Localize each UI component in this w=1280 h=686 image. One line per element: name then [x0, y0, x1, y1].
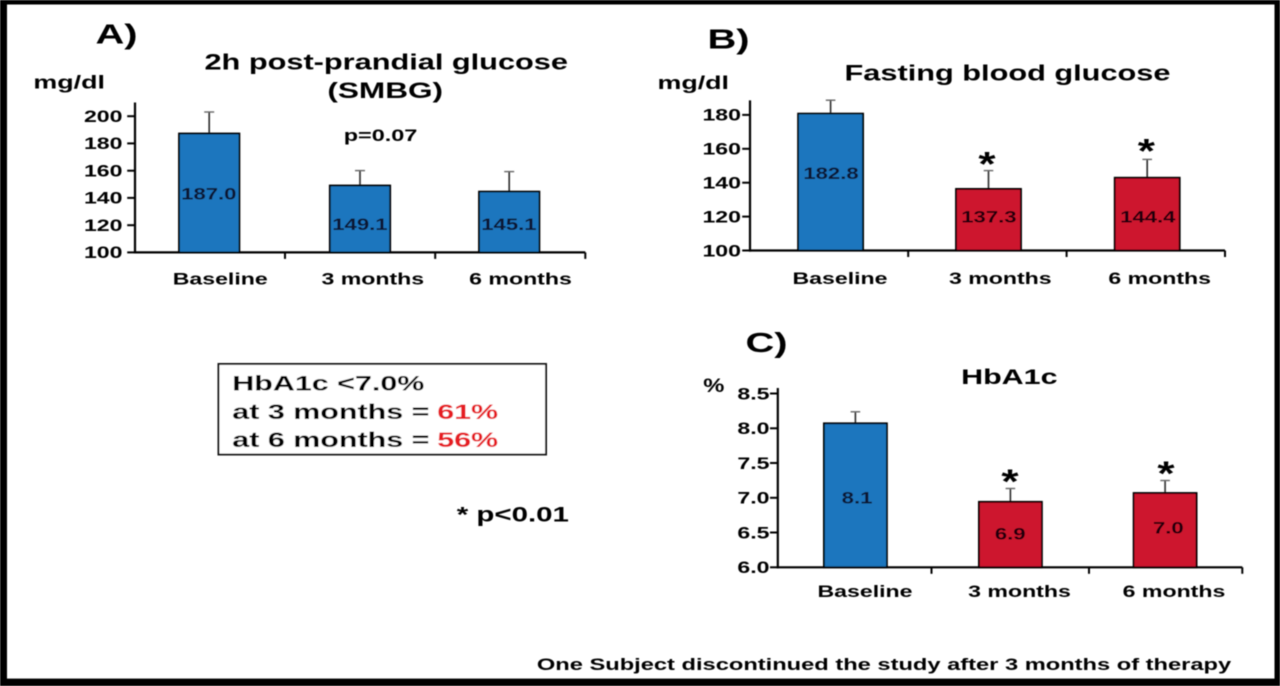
svg-text:120: 120: [702, 208, 741, 226]
svg-text:Fasting blood glucose: Fasting blood glucose: [845, 61, 1171, 86]
svg-text:6 months: 6 months: [1123, 583, 1226, 601]
svg-text:*: *: [1001, 463, 1019, 501]
svg-text:182.8: 182.8: [803, 165, 858, 184]
svg-text:180: 180: [84, 135, 123, 153]
svg-text:6.9: 6.9: [995, 525, 1026, 544]
svg-text:Baseline: Baseline: [793, 270, 888, 288]
svg-text:56%: 56%: [437, 427, 498, 451]
svg-text:8.1: 8.1: [842, 489, 873, 508]
svg-text:at 3 months =: at 3 months =: [232, 399, 429, 423]
svg-text:C): C): [746, 328, 788, 359]
svg-text:7.5: 7.5: [737, 455, 769, 473]
svg-text:6.5: 6.5: [737, 524, 769, 542]
svg-text:HbA1c: HbA1c: [961, 364, 1057, 389]
svg-text:160: 160: [702, 141, 741, 159]
svg-text:*: *: [1157, 455, 1175, 493]
svg-text:3 months: 3 months: [968, 583, 1071, 601]
svg-text:Baseline: Baseline: [818, 583, 913, 601]
svg-text:100: 100: [702, 242, 741, 260]
svg-text:6 months: 6 months: [1108, 270, 1211, 288]
svg-text:140: 140: [702, 175, 741, 193]
svg-text:B): B): [708, 25, 750, 56]
svg-text:2h post-prandial glucose: 2h post-prandial glucose: [204, 50, 567, 75]
svg-text:(SMBG): (SMBG): [327, 77, 443, 102]
svg-text:140: 140: [84, 190, 123, 208]
svg-text:mg/dl: mg/dl: [658, 72, 730, 93]
svg-text:3 months: 3 months: [321, 270, 424, 288]
svg-text:HbA1c <7.0%: HbA1c <7.0%: [232, 371, 424, 395]
svg-text:%: %: [703, 375, 724, 396]
svg-text:6.0: 6.0: [737, 559, 769, 577]
svg-text:mg/dl: mg/dl: [33, 72, 105, 93]
svg-text:8.0: 8.0: [737, 420, 769, 438]
svg-text:*: *: [978, 145, 996, 183]
svg-text:*: *: [1138, 132, 1156, 170]
svg-text:145.1: 145.1: [481, 215, 536, 234]
svg-text:3 months: 3 months: [949, 270, 1052, 288]
svg-text:8.5: 8.5: [737, 385, 769, 403]
svg-text:200: 200: [84, 108, 123, 126]
svg-text:One Subject discontinued the s: One Subject discontinued the study after…: [537, 655, 1232, 674]
svg-text:A): A): [96, 20, 138, 51]
svg-text:7.0: 7.0: [1153, 519, 1184, 538]
svg-text:187.0: 187.0: [181, 185, 236, 204]
svg-text:at 6 months =: at 6 months =: [232, 427, 429, 451]
svg-text:61%: 61%: [437, 399, 498, 423]
svg-text:* p<0.01: * p<0.01: [457, 503, 569, 526]
svg-text:144.4: 144.4: [1120, 208, 1175, 227]
svg-text:120: 120: [84, 217, 123, 235]
svg-text:6 months: 6 months: [469, 270, 572, 288]
svg-text:100: 100: [84, 244, 123, 262]
svg-text:Baseline: Baseline: [173, 270, 268, 288]
svg-text:180: 180: [702, 107, 741, 125]
svg-text:160: 160: [84, 163, 123, 181]
svg-text:149.1: 149.1: [332, 215, 387, 234]
svg-text:7.0: 7.0: [737, 490, 769, 508]
svg-text:p=0.07: p=0.07: [344, 126, 418, 145]
svg-text:137.3: 137.3: [961, 208, 1016, 227]
